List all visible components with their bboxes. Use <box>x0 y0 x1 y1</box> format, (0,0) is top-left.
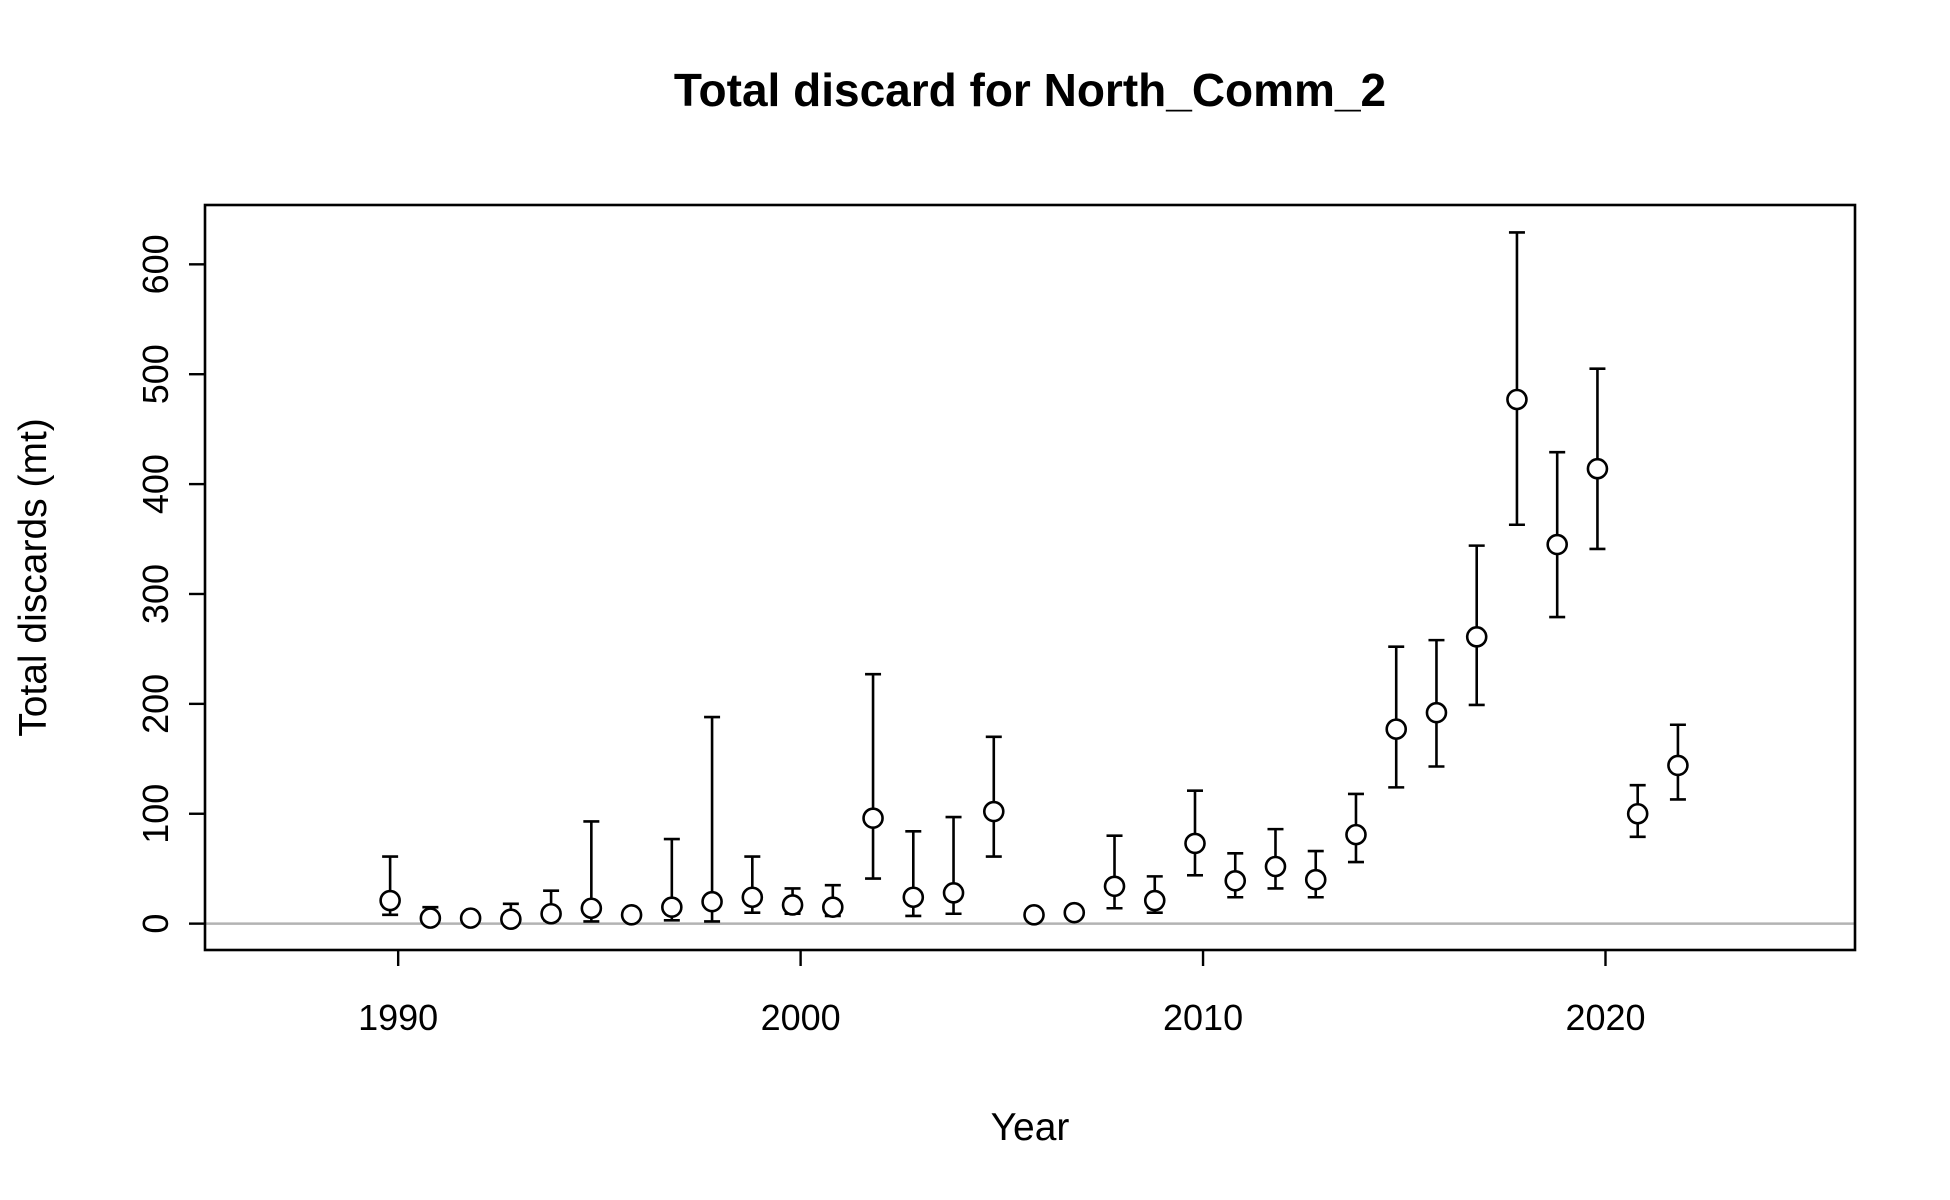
data-point <box>1224 869 1247 892</box>
data-point <box>1546 533 1568 556</box>
x-tick-label: 2020 <box>1565 997 1645 1038</box>
data-point <box>1304 868 1327 891</box>
chart-title: Total discard for North_Comm_2 <box>674 64 1386 116</box>
data-point <box>1465 626 1488 648</box>
y-tick-label: 400 <box>135 454 176 514</box>
x-tick-label: 1990 <box>358 997 438 1038</box>
data-point <box>1023 904 1045 926</box>
x-axis: 1990 2000 2010 2020 <box>358 950 1646 1038</box>
data-point <box>1345 823 1367 846</box>
data-point <box>580 897 603 920</box>
y-tick-label: 300 <box>135 564 176 624</box>
y-tick-label: 100 <box>135 784 176 844</box>
data-point <box>1586 457 1609 480</box>
data-point <box>1264 855 1287 878</box>
data-point <box>902 886 925 909</box>
data-point <box>1425 701 1448 724</box>
data-point <box>540 902 562 925</box>
data-point <box>781 894 804 916</box>
y-tick-label: 500 <box>135 344 176 404</box>
data-point <box>1626 802 1649 825</box>
data-point <box>822 896 844 918</box>
data-point <box>661 896 683 918</box>
data-point <box>1103 875 1126 898</box>
y-tick-label: 600 <box>135 234 176 294</box>
data-point <box>1063 901 1086 924</box>
data-point <box>459 907 482 929</box>
data-point <box>982 800 1005 823</box>
data-point <box>701 890 723 913</box>
data-point <box>1184 832 1206 855</box>
data-point <box>1385 718 1408 740</box>
data-points <box>379 231 1689 931</box>
x-tick-label: 2010 <box>1163 997 1243 1038</box>
x-tick-label: 2000 <box>761 997 841 1038</box>
data-point <box>862 807 884 829</box>
y-tick-label: 200 <box>135 674 176 734</box>
data-point <box>620 904 643 926</box>
data-point <box>1143 889 1166 912</box>
data-point <box>942 882 965 904</box>
data-point <box>500 908 522 931</box>
data-point <box>1506 388 1528 411</box>
y-axis: 0 100 200 300 400 500 600 <box>135 234 205 934</box>
data-point <box>379 889 401 912</box>
data-point <box>1667 754 1689 777</box>
y-axis-label: Total discards (mt) <box>12 418 55 737</box>
x-axis-label: Year <box>991 1106 1070 1149</box>
plot-frame <box>203 203 1857 952</box>
y-tick-label: 0 <box>135 914 176 934</box>
data-point <box>419 907 442 929</box>
data-point <box>741 886 764 909</box>
